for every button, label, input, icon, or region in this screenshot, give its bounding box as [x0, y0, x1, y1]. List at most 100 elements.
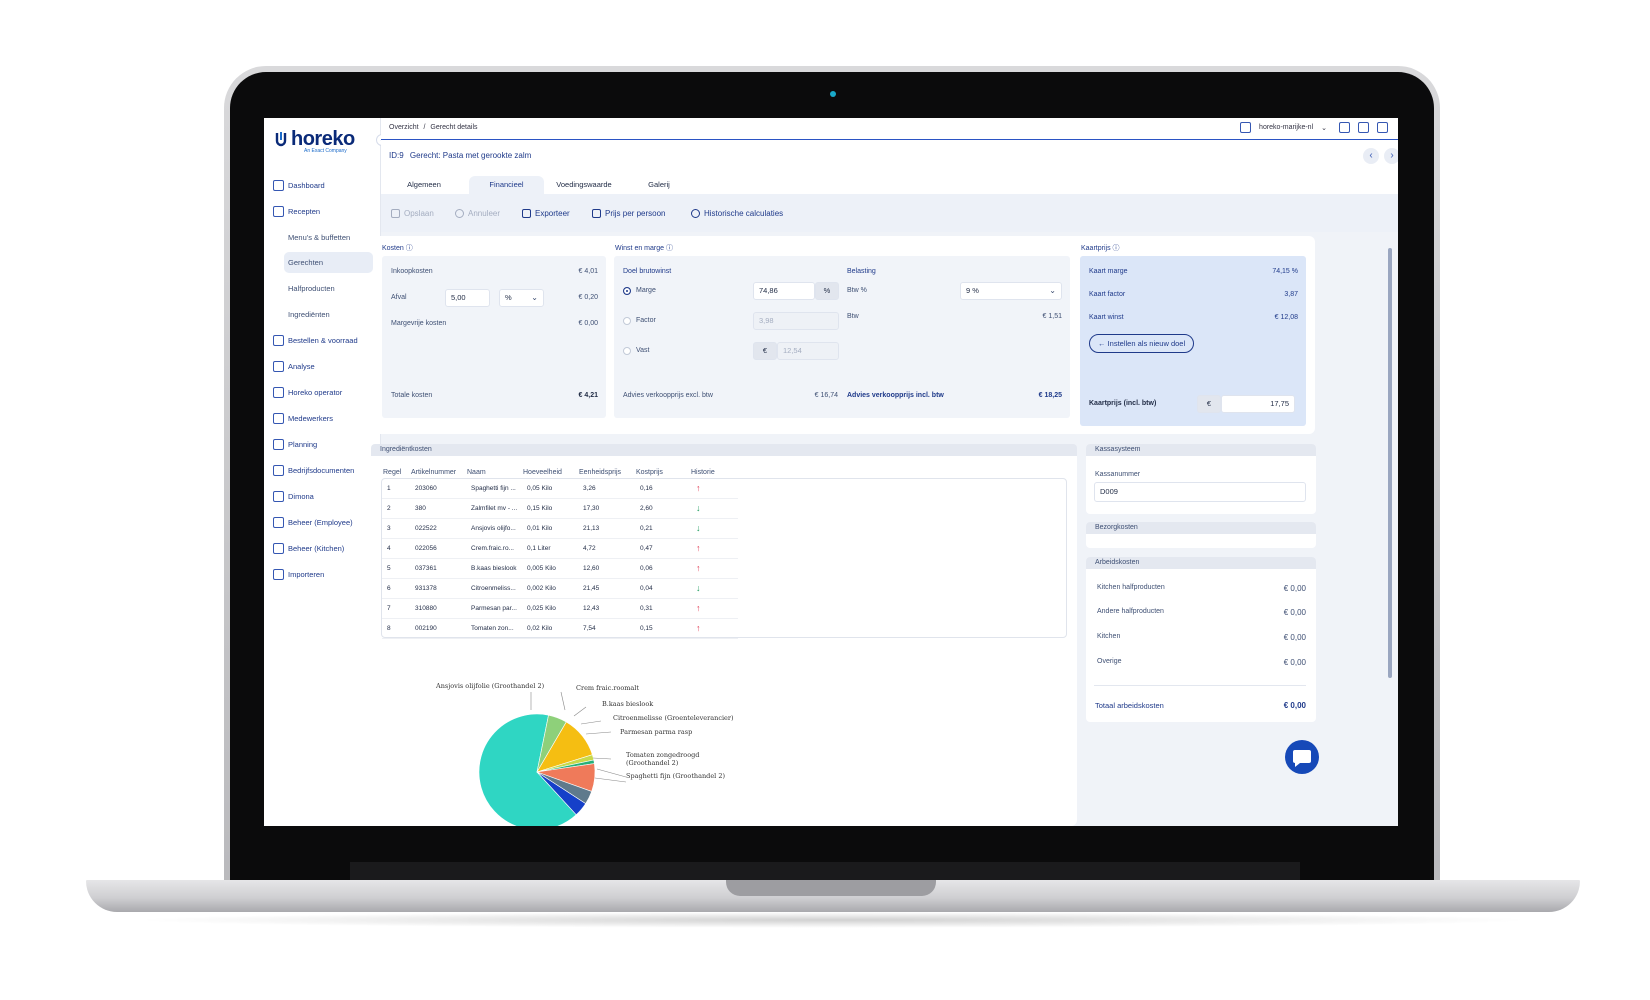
table-row[interactable]: 7 310880 Parmesan par... 0,025 Kilo 12,43 0,3…: [382, 599, 738, 619]
table-row[interactable]: 5 037361 B.kaas bieslook 0,005 Kilo 12,60 0,0…: [382, 559, 738, 579]
sidebar-item-dashboard[interactable]: Dashboard: [264, 172, 381, 198]
col-historie[interactable]: Historie: [691, 469, 715, 476]
cancel-icon: [455, 209, 464, 218]
pie-slice[interactable]: [536, 771, 587, 816]
page-scrollbar[interactable]: [1388, 248, 1392, 678]
sidebar-item-analyse[interactable]: Analyse: [264, 353, 381, 379]
sidebar-item-recepten[interactable]: Recepten: [264, 198, 381, 224]
table-cell-naam: B.kaas bieslook: [471, 565, 517, 572]
marge-input[interactable]: 74,86: [753, 282, 815, 300]
database-icon: [1240, 122, 1252, 133]
pie-label-citroen: Citroenmelisse (Groenteleverancier): [613, 714, 734, 722]
chevron-down-icon[interactable]: ⌄: [1321, 124, 1327, 132]
previous-dish-button[interactable]: ‹: [1363, 148, 1379, 164]
table-cell-naam: Crem.fraic.ro...: [471, 545, 514, 552]
table-row[interactable]: 3 022522 Ansjovis olijfo... 0,01 Kilo 21,13 0…: [382, 519, 738, 539]
btw-select[interactable]: 9 % ⌄: [960, 282, 1062, 300]
tab-voedingswaarde[interactable]: Voedingswaarde: [556, 180, 612, 189]
table-row[interactable]: 1 203060 Spaghetti fijn ... 0,05 Kilo 3,26 0,…: [382, 479, 738, 499]
table-cell-naam: Spaghetti fijn ...: [471, 485, 516, 492]
tab-galerij[interactable]: Galerij: [648, 180, 670, 189]
kaartprijs-heading: Kaartprijs ⓘ: [1081, 243, 1120, 253]
sidebar-item-operator[interactable]: Horeko operator: [264, 379, 381, 405]
sidebar-item-importeren[interactable]: Importeren: [264, 561, 381, 587]
history-button[interactable]: Historische calculaties: [691, 209, 783, 218]
table-cell-hoev: 0,005 Kilo: [527, 565, 556, 572]
marge-radio[interactable]: [623, 287, 631, 295]
arrow-up-icon[interactable]: ↑: [696, 483, 701, 493]
sidebar-item-ingredienten[interactable]: Ingrediënten: [264, 301, 381, 327]
kassanummer-input[interactable]: D009: [1094, 482, 1306, 502]
factor-input[interactable]: 3,98: [753, 312, 839, 330]
bell-icon[interactable]: [1358, 122, 1369, 133]
arrow-down-icon[interactable]: ↓: [696, 583, 701, 593]
save-button[interactable]: Opslaan: [391, 209, 434, 218]
tab-algemeen[interactable]: Algemeen: [407, 180, 441, 189]
col-naam[interactable]: Naam: [467, 469, 486, 476]
sidebar-item-dimona[interactable]: Dimona: [264, 483, 381, 509]
arrow-down-icon[interactable]: ↓: [696, 503, 701, 513]
set-new-goal-label: Instellen als nieuw doel: [1107, 339, 1186, 348]
factor-radio[interactable]: [623, 317, 631, 325]
sidebar-item-label: Gerechten: [288, 258, 324, 267]
breadcrumb-home[interactable]: Overzicht: [389, 124, 419, 131]
logo-icon: [275, 131, 287, 146]
afval-unit-select[interactable]: % ⌄: [499, 289, 544, 307]
table-row[interactable]: 8 002190 Tomaten zon... 0,02 Kilo 7,54 0,15 ↑: [382, 619, 738, 639]
sidebar-item-bedrijfsdocumenten[interactable]: Bedrijfsdocumenten: [264, 457, 381, 483]
info-icon[interactable]: ⓘ: [1112, 245, 1120, 252]
account-selector[interactable]: horeko-marijke-nl: [1259, 124, 1314, 131]
arrow-down-icon[interactable]: ↓: [696, 523, 701, 533]
pie-leader-line: [592, 757, 612, 760]
col-kostprijs[interactable]: Kostprijs: [636, 469, 663, 476]
price-per-person-button[interactable]: Prijs per persoon: [592, 209, 665, 218]
table-row[interactable]: 6 931378 Citroenmeliss... 0,002 Kilo 21,45 0,…: [382, 579, 738, 599]
arrow-up-icon[interactable]: ↑: [696, 623, 701, 633]
pie-slice[interactable]: [478, 713, 577, 826]
export-button[interactable]: Exporteer: [522, 209, 570, 218]
vast-input[interactable]: 12,54: [777, 342, 839, 360]
col-artikelnummer[interactable]: Artikelnummer: [411, 469, 457, 476]
logo-subtitle: An Exact Company: [304, 148, 347, 154]
sidebar-item-gerechten[interactable]: Gerechten: [284, 252, 373, 273]
chat-button[interactable]: [1285, 740, 1319, 774]
sidebar-item-beheer-kitchen[interactable]: Beheer (Kitchen): [264, 535, 381, 561]
tab-bar: Algemeen Financieel Voedingswaarde Galer…: [381, 168, 1398, 194]
info-icon[interactable]: ⓘ: [665, 245, 673, 252]
col-eenheidsprijs[interactable]: Eenheidsprijs: [579, 469, 622, 476]
arrow-up-icon[interactable]: ↑: [696, 603, 701, 613]
table-cell-hoev: 0,002 Kilo: [527, 585, 556, 592]
sidebar-item-menus[interactable]: Menu's & buffetten: [264, 224, 381, 250]
logo[interactable]: horeko: [274, 128, 355, 151]
set-new-goal-button[interactable]: ← Instellen als nieuw doel: [1089, 334, 1195, 353]
col-regel[interactable]: Regel: [383, 469, 402, 476]
arrow-up-icon[interactable]: ↑: [696, 543, 701, 553]
next-dish-button[interactable]: ›: [1384, 148, 1398, 164]
kaart-marge-label: Kaart marge: [1089, 268, 1128, 275]
sidebar-item-beheer-employee[interactable]: Beheer (Employee): [264, 509, 381, 535]
table-cell-hoev: 0,025 Kilo: [527, 605, 556, 612]
logout-icon[interactable]: [1377, 122, 1388, 133]
table-cell-eenh: 21,45: [583, 585, 600, 592]
afval-input[interactable]: 5,00: [445, 289, 490, 307]
vast-radio[interactable]: [623, 347, 631, 355]
kaartprijs-input[interactable]: 17,75: [1221, 395, 1295, 413]
sidebar-item-planning[interactable]: Planning: [264, 431, 381, 457]
sidebar-item-halfproducten[interactable]: Halfproducten: [264, 275, 381, 301]
table-row[interactable]: 2 380 Zalmfilet mv - ... 0,15 Kilo 17,30 2,60…: [382, 499, 738, 519]
pie-label-bkaas: B.kaas bieslook: [602, 700, 654, 708]
arrow-up-icon[interactable]: ↑: [696, 563, 701, 573]
col-hoeveelheid[interactable]: Hoeveelheid: [523, 469, 562, 476]
vast-currency: €: [753, 342, 777, 360]
info-icon[interactable]: ⓘ: [405, 245, 413, 252]
sidebar-item-medewerkers[interactable]: Medewerkers: [264, 405, 381, 431]
sidebar-item-bestellen[interactable]: Bestellen & voorraad: [264, 327, 381, 353]
tab-financieel[interactable]: Financieel: [469, 176, 544, 194]
cancel-button[interactable]: Annuleer: [455, 209, 500, 218]
financial-card: Kosten ⓘ Winst en marge ⓘ Kaartprijs ⓘ I…: [374, 236, 1315, 434]
topbar-actions: horeko-marijke-nl ⌄: [1240, 122, 1388, 133]
kaartprijs-currency: €: [1197, 395, 1221, 413]
cancel-label: Annuleer: [468, 209, 501, 218]
table-row[interactable]: 4 022056 Crem.fraic.ro... 0,1 Liter 4,72 0,47…: [382, 539, 738, 559]
mail-icon[interactable]: [1339, 122, 1350, 133]
